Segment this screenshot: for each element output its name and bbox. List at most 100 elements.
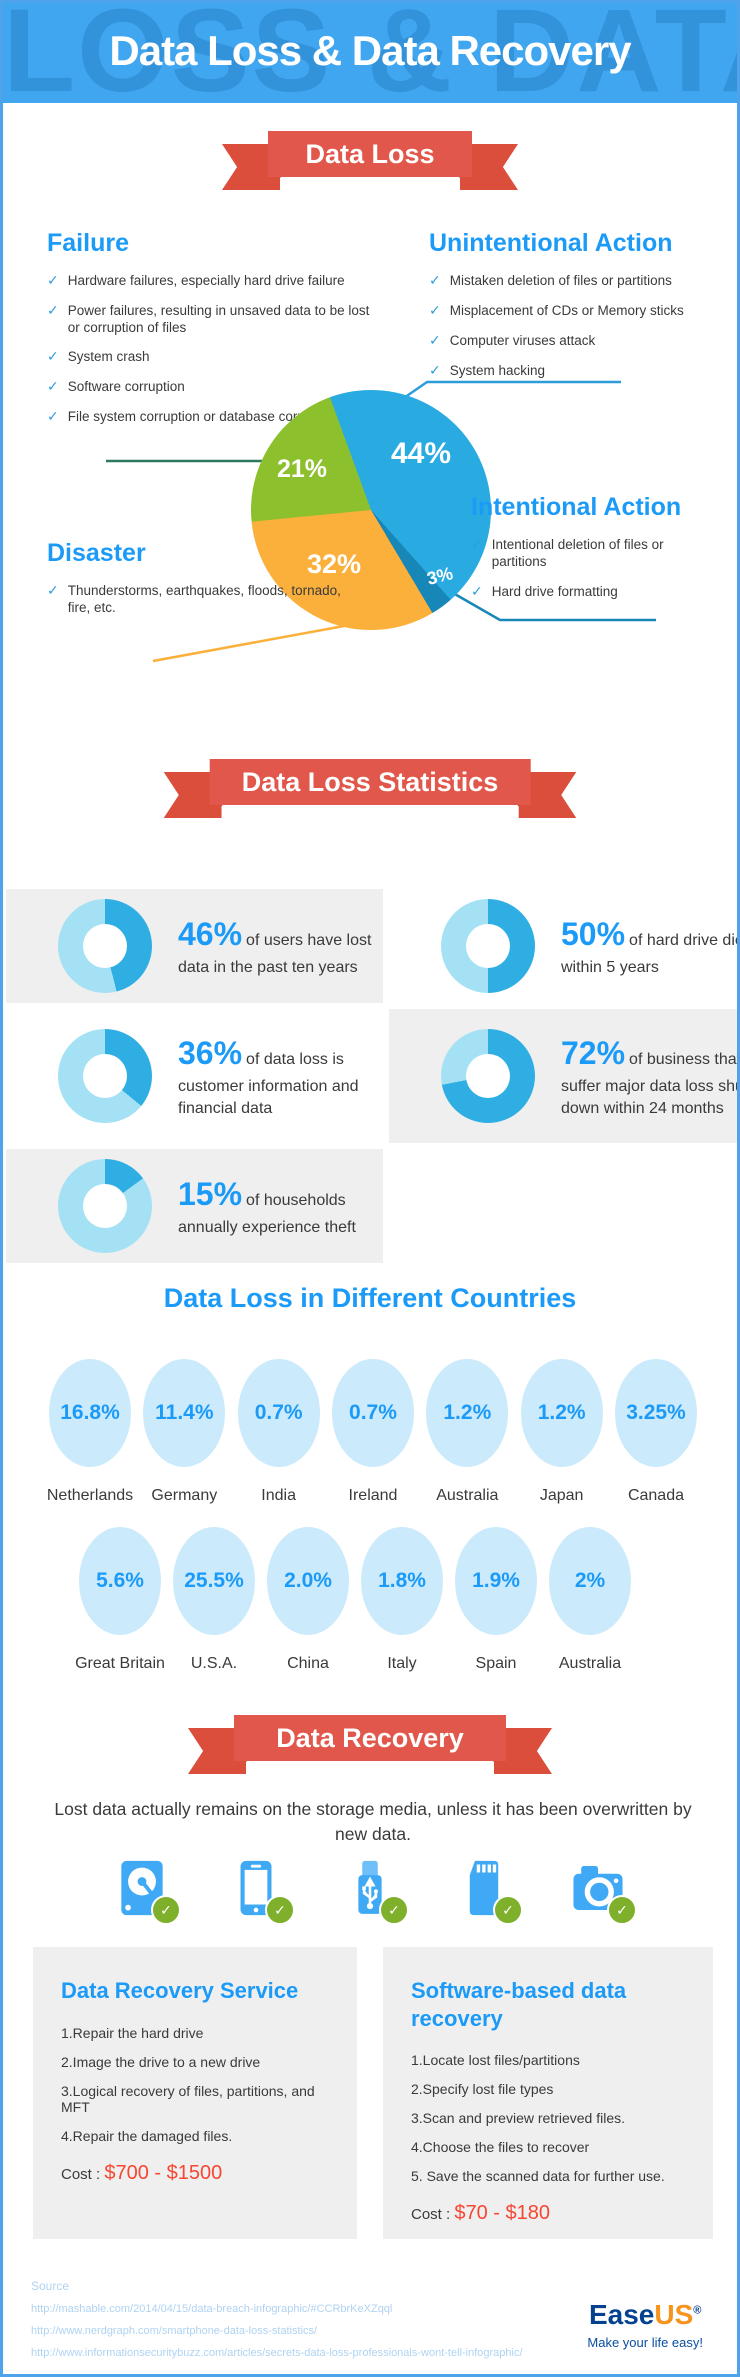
step-item: 2.Image the drive to a new drive (61, 2053, 261, 2070)
intentional-section: Intentional Action ✓ Intentional deletion… (471, 493, 716, 612)
ribbon-label: Data Loss Statistics (209, 759, 531, 805)
list-item: ✓ Computer viruses attack (429, 331, 596, 348)
donut-chart (58, 1159, 152, 1253)
donut-chart (58, 899, 152, 993)
cost-value: $70 - $180 (454, 2202, 550, 2224)
source-link[interactable]: http://mashable.com/2014/04/15/data-brea… (31, 2303, 393, 2315)
easeus-logo: EaseUS® Make your life easy! (587, 2299, 703, 2351)
checkmark-icon: ✓ (47, 301, 59, 318)
hard-drive-icon: ✓ (111, 1855, 181, 1925)
checkmark-icon: ✓ (429, 272, 441, 288)
pie-slice-label: 21% (277, 455, 328, 483)
country-bubble: 25.5% (173, 1527, 255, 1635)
check-icon: ✓ (607, 1895, 637, 1925)
pie-slice-label: 32% (307, 549, 362, 579)
country-item: 11.4% Germany (138, 1359, 230, 1505)
cost-value: $700 - $1500 (104, 2161, 223, 2184)
step-item: 4.Choose the files to recover (411, 2139, 590, 2155)
checkmark-icon: ✓ (429, 361, 441, 378)
stat-text: 46% of users have lost data in the past t… (178, 916, 372, 977)
list-item: ✓ Hard drive formatting (471, 582, 618, 599)
source-link[interactable]: http://www.nerdgraph.com/smartphone-data… (31, 2325, 318, 2337)
country-item: 3.25% Canada (610, 1359, 702, 1505)
ribbon-label: Data Recovery (234, 1715, 506, 1761)
country-item: 2.0% China (262, 1527, 354, 1673)
ribbon-label: Data Loss (268, 131, 472, 177)
easeus-wordmark: EaseUS® (588, 2299, 702, 2330)
device-icons-row: ✓ ✓ ✓ ✓ ✓ (3, 1855, 737, 1925)
country-bubble: 0.7% (237, 1359, 320, 1467)
country-bubble: 1.2% (520, 1359, 603, 1467)
logo-tagline: Make your life easy! (587, 2335, 703, 2350)
check-icon: ✓ (379, 1895, 409, 1925)
leader-line-disaster (152, 624, 345, 663)
list-item: ✓ File system corruption or database corr… (47, 408, 339, 425)
step-item: 1.Repair the hard drive (61, 2024, 204, 2041)
watermark-text: LOSS & DATA (3, 3, 737, 103)
source-label: Source (31, 2279, 70, 2293)
checkmark-icon: ✓ (471, 536, 483, 552)
registered-mark: ® (693, 2304, 702, 2317)
donut-chart (441, 1029, 535, 1123)
page-title: Data Loss & Data Recovery (109, 27, 631, 74)
stat-card: 46% of users have lost data in the past t… (6, 889, 383, 1003)
statistics-grid: 46% of users have lost data in the past t… (6, 889, 737, 1263)
camera-icon: ✓ (567, 1855, 637, 1925)
country-item: 0.7% India (233, 1359, 325, 1505)
recovery-intro: Lost data actually remains on the storag… (54, 1799, 692, 1845)
checkmark-icon: ✓ (429, 331, 441, 348)
stat-card: 72% of business that suffer major data lo… (389, 1009, 737, 1143)
step-item: 1.Locate lost files/partitions (411, 2052, 580, 2068)
countries-row-1: 16.8% Netherlands 11.4% Germany 0.7% India … (44, 1359, 702, 1505)
pie-slice-label: 44% (391, 437, 452, 470)
header-banner: LOSS & DATA Data Loss & Data Recovery (3, 3, 737, 103)
failure-title: Failure (47, 229, 129, 257)
stat-card: 15% of households annually experience the… (6, 1149, 383, 1263)
step-item: 2.Specify lost file types (411, 2081, 554, 2097)
cost-line: Cost : $70 - $180 (411, 2202, 550, 2224)
country-item: 1.9% Spain (450, 1527, 542, 1673)
countries-row-2: 5.6% Great Britain 25.5% U.S.A. 2.0% China … (74, 1527, 636, 1673)
donut-chart (58, 1029, 152, 1123)
sd-card-icon: ✓ (453, 1855, 523, 1925)
stat-card-empty (389, 1149, 737, 1263)
list-item: ✓ System hacking (429, 361, 546, 378)
checkmark-icon: ✓ (47, 348, 59, 365)
step-item: 4.Repair the damaged files. (61, 2127, 233, 2144)
country-bubble: 16.8% (49, 1359, 131, 1467)
stat-text: 50% of hard drive die within 5 years (561, 916, 740, 977)
source-link[interactable]: http://www.informationsecuritybuzz.com/a… (31, 2347, 523, 2359)
country-item: 1.8% Italy (356, 1527, 448, 1673)
step-item: 3.Logical recovery of files, partitions,… (61, 2082, 315, 2115)
list-item: ✓ Misplacement of CDs or Memory sticks (429, 301, 684, 318)
intentional-title: Intentional Action (471, 493, 682, 521)
list-item: ✓ Software corruption (47, 378, 185, 395)
pie-chart (251, 390, 491, 630)
checkmark-icon: ✓ (47, 272, 59, 288)
ribbon-data-loss: Data Loss (222, 131, 518, 190)
card-title: Data Recovery Service (61, 1978, 299, 2003)
list-item: ✓ Thunderstorms, earthquakes, floods, tor… (47, 582, 341, 616)
donut-chart (441, 899, 535, 993)
country-item: 2% Australia (544, 1527, 636, 1673)
ribbon-statistics: Data Loss Statistics (163, 759, 577, 818)
country-item: 5.6% Great Britain (74, 1527, 166, 1673)
disaster-title: Disaster (47, 539, 146, 567)
card-title: Software-based data recovery (411, 1978, 627, 2031)
country-item: 0.7% Ireland (327, 1359, 419, 1505)
unintentional-title: Unintentional Action (429, 229, 673, 257)
country-bubble: 0.7% (331, 1359, 414, 1467)
source-block: Source http://mashable.com/2014/04/15/da… (31, 2279, 571, 2369)
country-bubble: 2.0% (267, 1527, 349, 1635)
checkmark-icon: ✓ (47, 408, 59, 425)
recovery-service-card: Data Recovery Service 1.Repair the hard … (33, 1947, 357, 2239)
list-item: ✓ Intentional deletion of files or partit… (471, 536, 664, 570)
cost-line: Cost : $700 - $1500 (61, 2161, 223, 2184)
list-item: ✓ System crash (47, 348, 150, 365)
ribbon-recovery: Data Recovery (188, 1715, 552, 1774)
stat-card: 36% of data loss is customer information … (6, 1009, 383, 1143)
country-bubble: 11.4% (143, 1359, 226, 1467)
country-bubble: 1.9% (455, 1527, 537, 1635)
list-item: ✓ Mistaken deletion of files or partition… (429, 272, 672, 288)
